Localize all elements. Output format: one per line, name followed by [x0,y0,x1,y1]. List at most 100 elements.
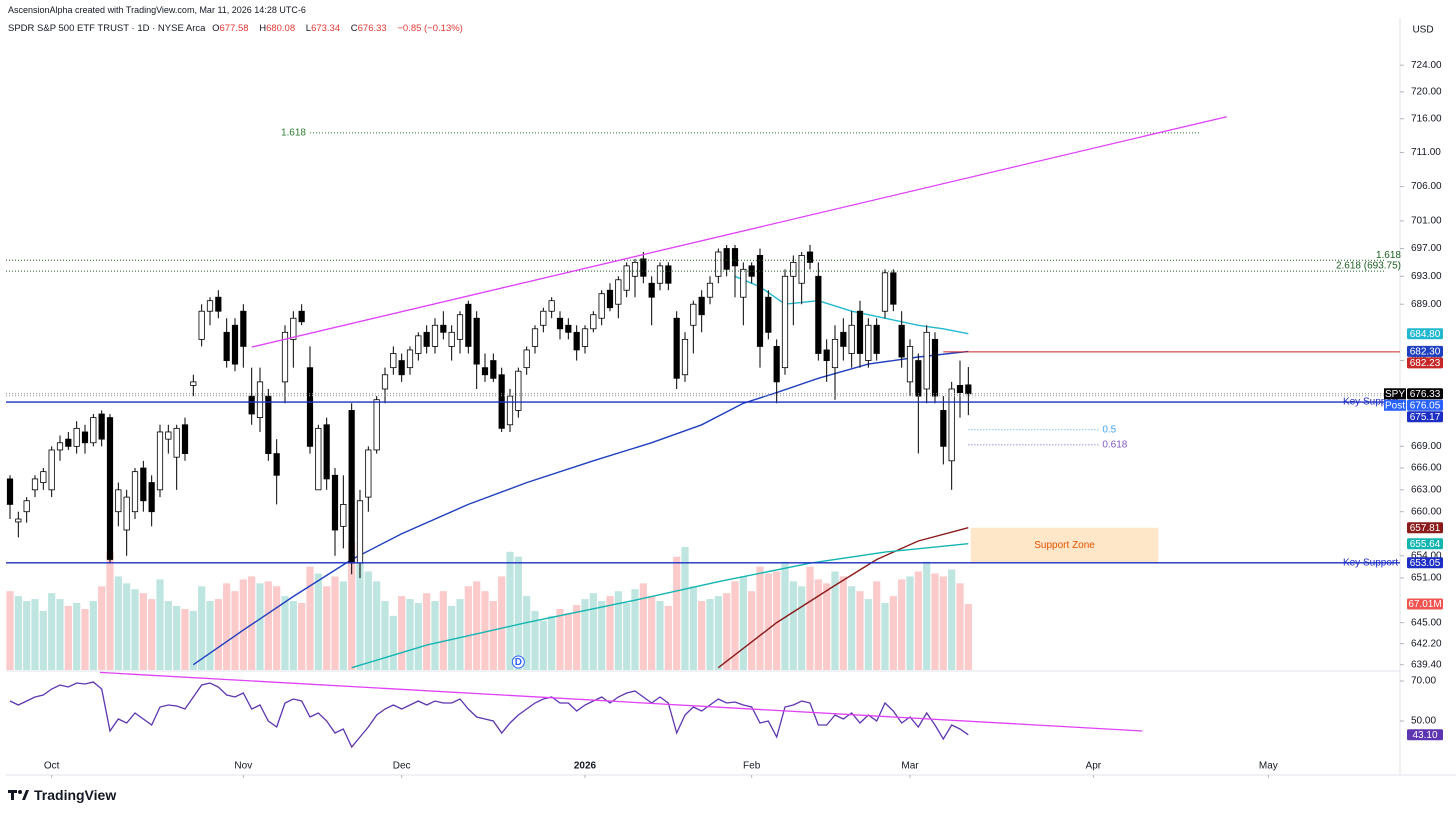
volume-bar [631,589,639,670]
candle-body [931,338,939,397]
moving-average [192,350,969,666]
x-tick-label: Mar [901,761,919,772]
y-tick-label: 645.00 [1411,617,1442,628]
volume-bar [156,579,164,670]
volume-bar [731,581,739,670]
candle-body [706,282,714,298]
y-tick-label: 654.00 [1411,550,1442,561]
x-tick-label: 2026 [574,761,597,772]
dividend-label: D [515,657,522,668]
volume-bar [681,546,689,670]
price-badge [1407,328,1443,340]
volume-bar [614,591,622,670]
candle-body [915,360,922,397]
volume-bar [273,586,281,670]
candle-body [665,265,672,284]
candle-body [898,324,905,358]
y-tick-label: 706.00 [1411,181,1442,192]
volume-bar [956,583,964,670]
volume-bar [181,608,189,670]
candle-body [923,331,930,390]
candle-body [798,255,805,284]
volume-bar [289,601,297,670]
candle-body [681,338,689,376]
volume-bar [639,583,647,670]
candle-body [390,353,397,369]
candle-body [240,310,247,347]
candle-body [323,424,330,480]
volume-bar [389,615,397,670]
volume-bar [323,586,331,670]
candle-body [731,248,739,267]
candle-body [556,317,564,330]
volume-bar [664,605,672,670]
candle-body [123,496,130,531]
volume-bar [481,591,489,670]
candle-body [256,381,264,418]
volume-bar [89,601,97,670]
moving-average [734,275,969,335]
volume-bar [923,561,931,670]
candle-body [781,275,789,369]
volume-bar [206,601,214,670]
candle-body [65,438,72,447]
y-tick-label: 651.00 [1411,573,1442,584]
candle-body [673,317,680,379]
symbol-badge [1384,388,1406,400]
volume-bar [548,615,556,670]
candle-body [831,338,839,369]
y-tick-label: 720.00 [1411,87,1442,98]
volume-bar [223,583,231,670]
candle-body [773,346,780,383]
logo [8,790,29,800]
candle-body [606,289,614,309]
candle-body [456,314,464,340]
candle-body [448,331,455,347]
support-zone [970,527,1159,563]
trendline [251,116,1227,348]
candle-body [423,331,430,347]
price-badge [1407,538,1443,550]
volume-bar [314,573,322,670]
y-tick-label: 639.40 [1411,659,1442,670]
candle-body [740,268,747,298]
volume-bar [764,573,772,670]
x-tick-label: Dec [393,761,411,772]
candle-body [531,328,539,347]
price-badge-label: 676.05 [1410,400,1441,411]
candle-body [6,478,14,505]
price-badge-label: 682.23 [1410,358,1441,369]
candle-body [840,331,847,347]
volume-bar [164,601,172,670]
candle-body [173,427,180,458]
candle-body [756,255,764,347]
candle-body [873,324,880,354]
volume-bar [339,581,347,670]
volume-bar [848,586,856,670]
volume-bar [881,603,889,670]
y-tick-label: 642.20 [1411,638,1442,649]
value: 673.34 [311,23,341,34]
candle-body [340,504,347,527]
candle-body [165,431,172,440]
volume-bar [123,583,131,670]
y-tick-label: 70.00 [1411,676,1436,687]
volume-bar [864,599,872,670]
change: −0.85 (−0.13%) [397,23,463,34]
candle-body [690,303,697,326]
candle-body [906,346,914,383]
y-tick-label: 50.00 [1411,716,1436,727]
volume-bar [814,579,822,670]
y-tick-label: 663.00 [1411,484,1442,495]
brand: TradingView [34,787,117,803]
volume-bar [689,586,697,670]
volume-bar [873,581,881,670]
candle-body [965,384,972,395]
volume-bar [489,601,497,670]
candle-body [48,449,55,491]
volume-bar [673,556,681,670]
candle-body [848,324,855,354]
volume-bar [214,599,222,670]
candle-body [698,296,705,316]
